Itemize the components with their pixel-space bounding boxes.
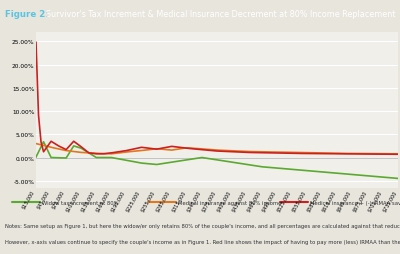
Text: Medical insurance + (-) IRMAA savings: Medical insurance + (-) IRMAA savings: [310, 200, 400, 205]
Text: Medical insurance against 80% income: Medical insurance against 80% income: [178, 200, 281, 205]
Text: However, x-axis values continue to specify the couple's income as in Figure 1. R: However, x-axis values continue to speci…: [5, 239, 400, 244]
Text: Widow tax increment at 80%: Widow tax increment at 80%: [42, 200, 118, 205]
Text: Survivor's Tax Increment & Medical Insurance Decrement at 80% Income Replacement: Survivor's Tax Increment & Medical Insur…: [46, 10, 395, 19]
Text: Notes: Same setup as Figure 1, but here the widow/er only retains 80% of the cou: Notes: Same setup as Figure 1, but here …: [5, 223, 400, 228]
Text: Figure 2:: Figure 2:: [5, 10, 48, 19]
